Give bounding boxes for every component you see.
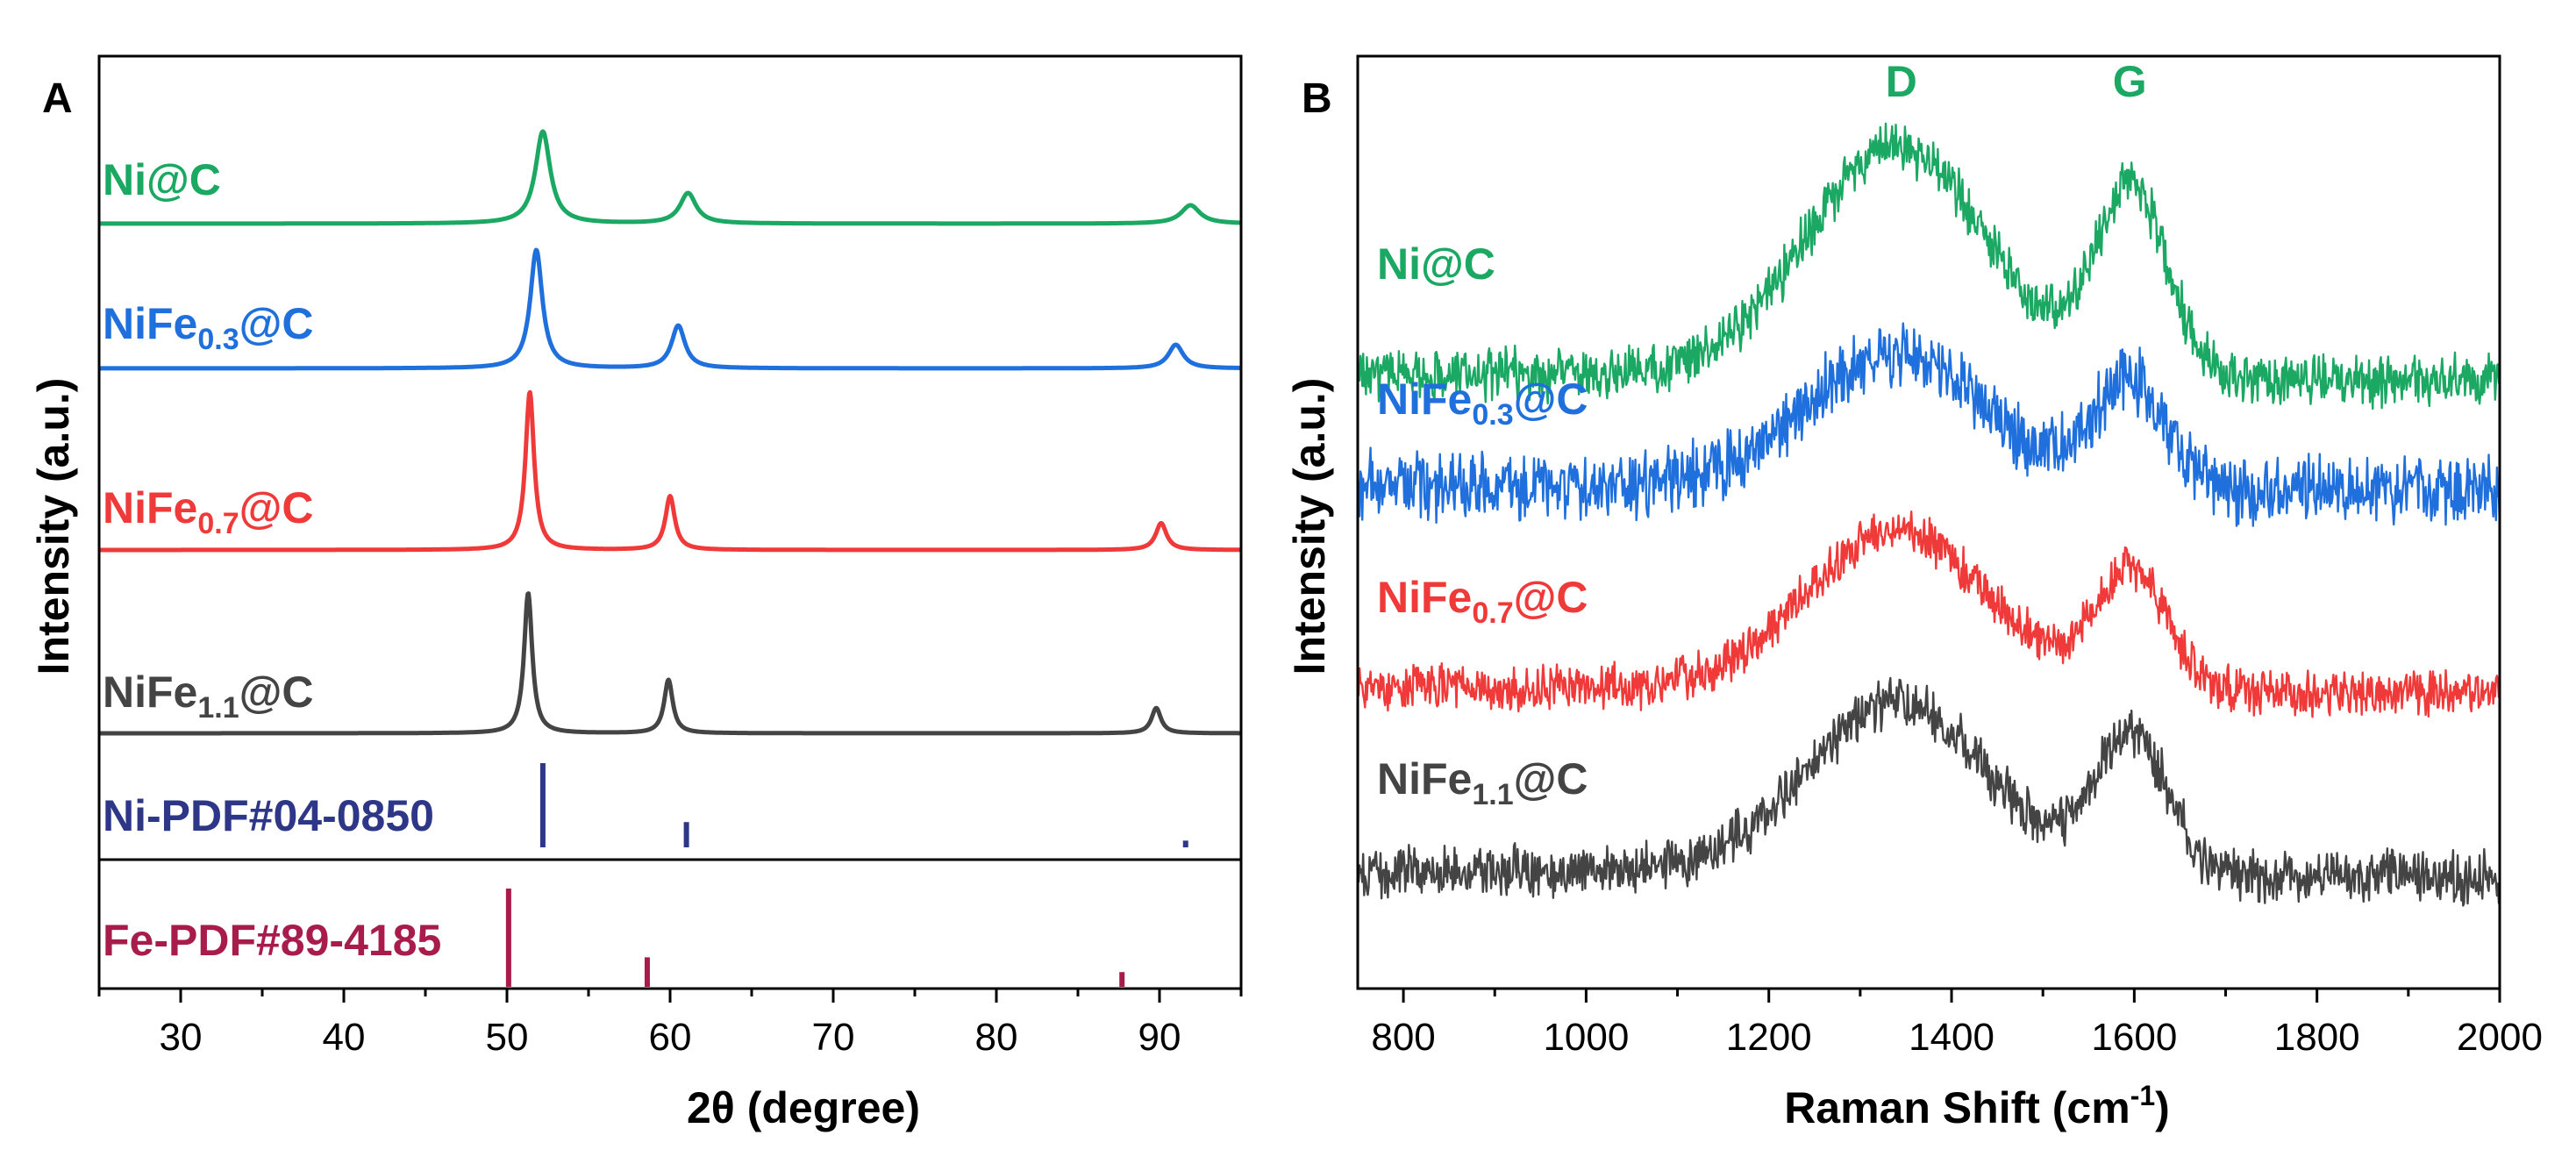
x-tick-label: 80: [975, 1016, 1018, 1059]
panel-b-frame: [1356, 54, 2501, 990]
xrd-series-label-tail: @C: [239, 483, 314, 532]
panel-b-letter: B: [1302, 75, 1332, 122]
raman-series-line: [1356, 322, 2501, 527]
x-tick-label: 1000: [1543, 1016, 1629, 1059]
xrd-series-label: NiFe0.3@C: [103, 299, 314, 356]
raman-band-label: G: [2113, 57, 2147, 106]
panel-b-x-axis-title: Raman Shift (cm-1): [1784, 1080, 2170, 1132]
reference-label: Ni-PDF#04-0850: [103, 791, 434, 840]
panel-b-x-axis: 800 1000 1200 1400 1600 1800 2000: [1371, 989, 2543, 1059]
raman-series-label-tail: @C: [1514, 375, 1588, 424]
xrd-series-label-main: Ni@C: [103, 155, 221, 204]
xrd-series-label-main: NiFe: [103, 668, 197, 717]
raman-series-label-subscript: 0.3: [1472, 398, 1513, 432]
x-tick-label: 800: [1371, 1016, 1435, 1059]
xrd-series-line: [97, 247, 1243, 371]
xrd-series-label: NiFe0.7@C: [103, 483, 314, 540]
raman-series-label-tail: @C: [1514, 754, 1588, 803]
x-tick-label: 90: [1138, 1016, 1181, 1059]
raman-xlabel-tail: ): [2155, 1083, 2170, 1132]
x-tick-label: 2000: [2457, 1016, 2543, 1059]
panel-b-y-axis-title: Intensity (a.u.): [1285, 378, 1334, 675]
xrd-series-line: [97, 129, 1243, 226]
panel-a-x-axis: 30 40 50 60 70 80 90: [97, 989, 1243, 1059]
xrd-series-line: [97, 591, 1243, 736]
xrd-series-label: Ni@C: [103, 155, 221, 204]
xrd-series-label-subscript: 0.3: [197, 323, 239, 356]
x-tick-label: 50: [486, 1016, 529, 1059]
panel-a-x-axis-title: 2θ (degree): [687, 1083, 920, 1132]
reference-label: Fe-PDF#89-4185: [103, 916, 441, 965]
x-tick-label: 70: [812, 1016, 855, 1059]
x-tick-label: 1600: [2091, 1016, 2177, 1059]
xrd-series-group: [97, 129, 1243, 736]
raman-series-line: [1356, 511, 2501, 718]
panel-a-letter: A: [42, 75, 73, 122]
raman-series-label: NiFe0.3@C: [1377, 375, 1588, 432]
raman-series-label-tail: @C: [1514, 573, 1588, 622]
xrd-series-label-main: NiFe: [103, 299, 197, 348]
raman-band-label: D: [1886, 57, 1917, 106]
xrd-series-line: [97, 389, 1243, 553]
raman-series-label-main: Ni@C: [1377, 239, 1495, 289]
x-tick-label: 30: [160, 1016, 203, 1059]
raman-series-label-main: NiFe: [1377, 375, 1472, 424]
xrd-series-label-subscript: 0.7: [197, 507, 239, 540]
raman-series-group: [1356, 122, 2501, 907]
raman-series-label-main: NiFe: [1377, 754, 1472, 803]
raman-series-line: [1356, 676, 2501, 907]
raman-series-label-main: NiFe: [1377, 573, 1472, 622]
panel-a-y-axis-title: Intensity (a.u.): [29, 378, 78, 675]
x-tick-label: 40: [323, 1016, 366, 1059]
raman-series-label-subscript: 1.1: [1472, 778, 1513, 811]
x-tick-label: 60: [649, 1016, 692, 1059]
xrd-series-label-tail: @C: [239, 668, 314, 717]
xrd-series-label-subscript: 1.1: [197, 691, 239, 725]
x-tick-label: 1200: [1726, 1016, 1812, 1059]
raman-xlabel-main: Raman Shift (cm: [1784, 1083, 2130, 1132]
raman-series-line: [1356, 122, 2501, 411]
raman-series-label: NiFe0.7@C: [1377, 573, 1588, 630]
x-tick-label: 1800: [2274, 1016, 2360, 1059]
raman-series-label-subscript: 0.7: [1472, 596, 1513, 630]
xrd-series-label-tail: @C: [239, 299, 314, 348]
x-tick-label: 1400: [1909, 1016, 1994, 1059]
reference-patterns-group: Ni-PDF#04-0850 Fe-PDF#89-4185: [103, 763, 1188, 987]
raman-series-label: NiFe1.1@C: [1377, 754, 1588, 811]
xrd-series-label: NiFe1.1@C: [103, 668, 314, 725]
raman-xlabel-sup: -1: [2130, 1080, 2155, 1111]
raman-series-label: Ni@C: [1377, 239, 1495, 289]
xrd-series-label-main: NiFe: [103, 483, 197, 532]
